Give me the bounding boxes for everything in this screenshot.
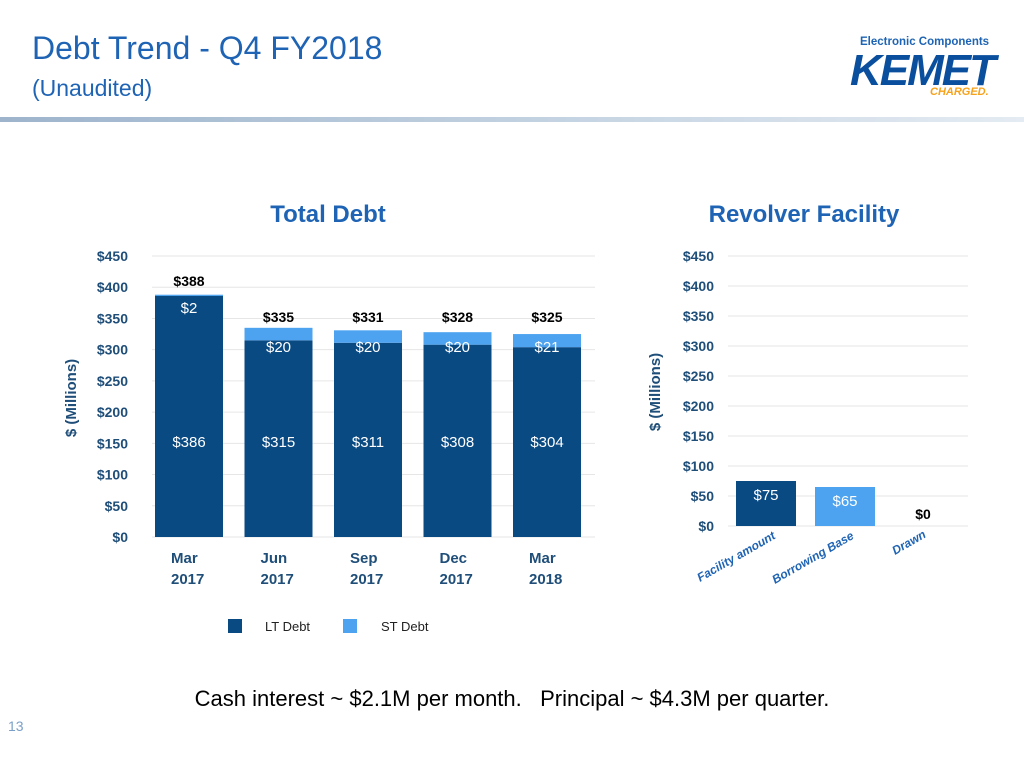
y-tick-label: $250 bbox=[97, 373, 128, 389]
y-tick-label: $350 bbox=[97, 310, 128, 326]
x-tick-label-line1: Dec bbox=[440, 550, 468, 567]
bar-st-debt bbox=[513, 334, 581, 348]
bar-st-debt bbox=[244, 327, 313, 341]
legend-label-lt-debt: LT Debt bbox=[265, 619, 310, 634]
legend-swatch-lt-debt bbox=[228, 619, 242, 633]
bar-lt-debt bbox=[244, 340, 313, 537]
y-tick-label: $200 bbox=[683, 398, 714, 414]
title-divider bbox=[0, 117, 1024, 122]
y-tick-label: $400 bbox=[97, 279, 128, 295]
x-tick-label-line2: 2017 bbox=[440, 571, 473, 588]
data-label-total: $388 bbox=[173, 273, 204, 289]
x-tick-label-line1: Jun bbox=[261, 550, 288, 567]
y-tick-label: $300 bbox=[683, 338, 714, 354]
y-tick-label: $0 bbox=[112, 529, 128, 545]
bar-lt-debt bbox=[334, 342, 402, 537]
y-tick-label: $450 bbox=[97, 248, 128, 264]
y-tick-label: $50 bbox=[691, 488, 715, 504]
data-label-st: $21 bbox=[534, 339, 559, 356]
kemet-logo: Electronic Components KEMET CHARGED. bbox=[846, 30, 996, 102]
chart-title-total-debt: Total Debt bbox=[270, 201, 386, 228]
y-tick-label: $400 bbox=[683, 278, 714, 294]
y-axis-label: $ (Millions) bbox=[63, 359, 80, 437]
bar-st-debt bbox=[334, 330, 402, 343]
y-tick-label: $200 bbox=[97, 404, 128, 420]
data-label-total: $331 bbox=[352, 309, 383, 325]
bar-st-debt bbox=[155, 294, 223, 296]
legend-swatch-st-debt bbox=[343, 619, 357, 633]
data-label-st: $20 bbox=[266, 339, 291, 356]
logo-charged: CHARGED. bbox=[930, 86, 989, 98]
y-tick-label: $150 bbox=[683, 428, 714, 444]
data-label-lt: $311 bbox=[352, 434, 384, 451]
x-tick-label: Borrowing Base bbox=[770, 528, 857, 586]
x-tick-label-line1: Mar bbox=[529, 550, 556, 567]
data-label-total: $328 bbox=[442, 309, 473, 325]
footnote: Cash interest ~ $2.1M per month. Princip… bbox=[194, 686, 830, 711]
bar-st-debt bbox=[423, 332, 492, 345]
y-axis-label: $ (Millions) bbox=[647, 353, 664, 431]
charts-area: Total Debt $0 $50 $100 $150 $200 $250 $300 $350 $… bbox=[63, 201, 968, 634]
y-tick-label: $350 bbox=[683, 308, 714, 324]
data-label-lt: $315 bbox=[262, 434, 295, 451]
page-subtitle: (Unaudited) bbox=[32, 75, 153, 101]
page-number: 13 bbox=[8, 718, 24, 734]
y-tick-label: $450 bbox=[683, 248, 714, 264]
data-label-st: $20 bbox=[445, 339, 470, 356]
data-label-revolver: $65 bbox=[832, 493, 857, 510]
y-tick-label: $150 bbox=[97, 435, 128, 451]
logo-brand: KEMET bbox=[850, 46, 996, 95]
x-tick-label-line1: Mar bbox=[171, 550, 198, 567]
bar-lt-debt bbox=[155, 295, 223, 537]
y-tick-label: $50 bbox=[105, 498, 129, 514]
data-label-total: $325 bbox=[531, 309, 562, 325]
y-tick-label: $250 bbox=[683, 368, 714, 384]
data-label-total: $335 bbox=[263, 309, 294, 325]
x-tick-label-line2: 2017 bbox=[350, 571, 383, 588]
data-label-st: $2 bbox=[181, 300, 198, 317]
x-tick-label-line2: 2018 bbox=[529, 571, 562, 588]
x-tick-label-line2: 2017 bbox=[261, 571, 294, 588]
y-tick-label: $100 bbox=[97, 467, 128, 483]
x-tick-label-line2: 2017 bbox=[171, 571, 204, 588]
logo-tagline: Electronic Components bbox=[860, 36, 990, 48]
data-label-revolver: $0 bbox=[915, 506, 931, 522]
y-tick-label: $0 bbox=[698, 518, 714, 534]
data-label-revolver: $75 bbox=[753, 487, 778, 504]
page-title: Debt Trend - Q4 FY2018 bbox=[32, 30, 383, 66]
data-label-lt: $308 bbox=[441, 434, 474, 451]
chart-title-revolver: Revolver Facility bbox=[709, 201, 900, 228]
data-label-st: $20 bbox=[355, 339, 380, 356]
bar-revolver bbox=[815, 487, 875, 526]
x-tick-label-line1: Sep bbox=[350, 550, 378, 567]
legend-label-st-debt: ST Debt bbox=[381, 619, 429, 634]
y-tick-label: $300 bbox=[97, 342, 128, 358]
data-label-lt: $386 bbox=[172, 434, 205, 451]
data-label-lt: $304 bbox=[530, 434, 563, 451]
bar-lt-debt bbox=[513, 347, 581, 537]
x-tick-label: Facility amount bbox=[695, 528, 779, 585]
y-tick-label: $100 bbox=[683, 458, 714, 474]
x-tick-label: Drawn bbox=[890, 527, 929, 557]
bar-revolver bbox=[736, 481, 796, 526]
bar-lt-debt bbox=[423, 344, 492, 537]
